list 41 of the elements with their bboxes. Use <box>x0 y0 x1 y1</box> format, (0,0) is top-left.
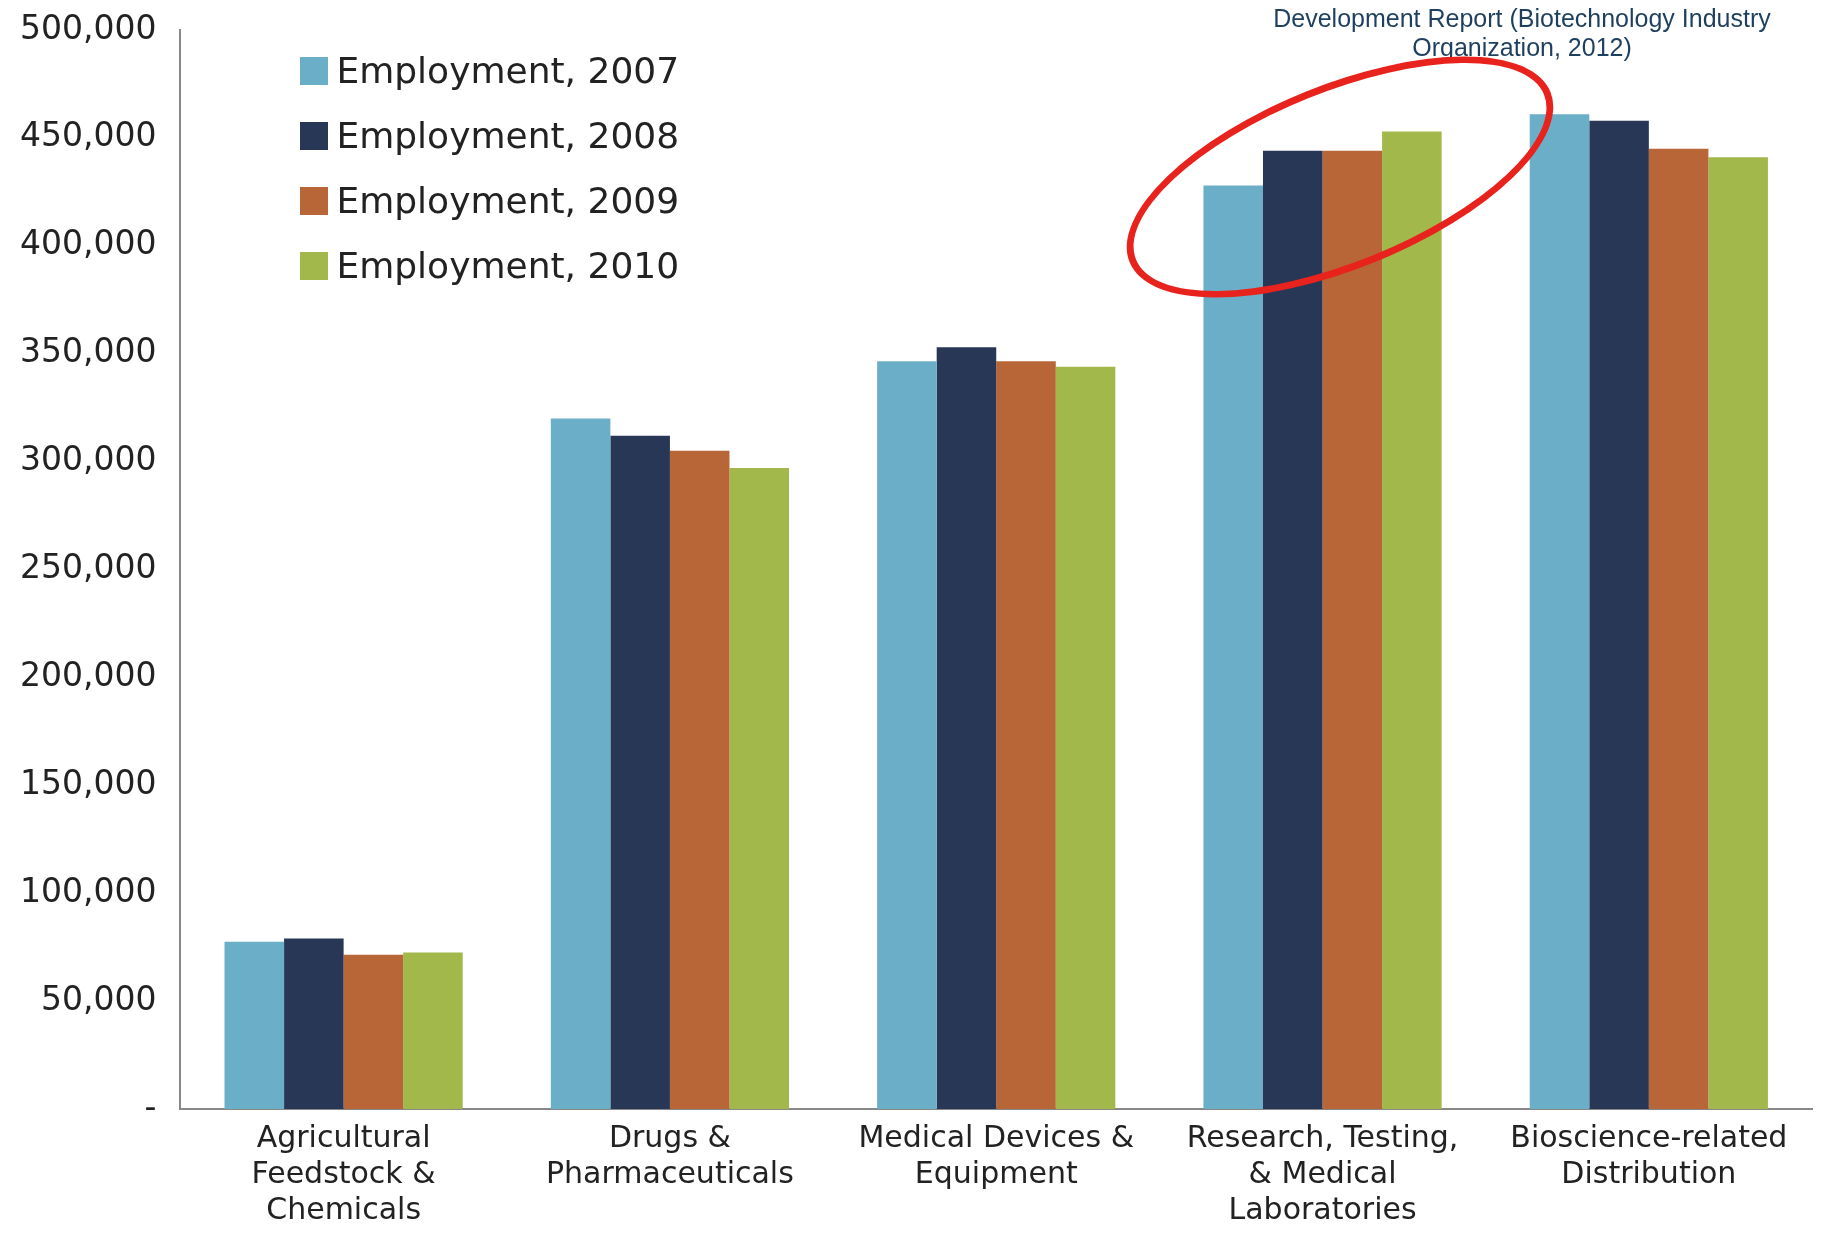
bar <box>996 361 1056 1109</box>
y-tick-label: 400,000 <box>19 223 157 263</box>
bar <box>1708 157 1768 1109</box>
bar <box>1055 366 1116 1109</box>
x-tick-label: Medical Devices & Equipment <box>858 1118 1135 1190</box>
bar <box>224 941 285 1109</box>
bar <box>1648 148 1709 1109</box>
bar <box>1382 131 1442 1109</box>
legend-label: Employment, 2009 <box>336 180 680 221</box>
bar <box>1262 150 1323 1109</box>
bar <box>610 435 670 1109</box>
y-tick-label: 150,000 <box>19 762 157 802</box>
legend-label: Employment, 2007 <box>336 50 680 91</box>
bar <box>877 361 937 1109</box>
y-tick-label: 450,000 <box>19 115 157 155</box>
y-tick-label: - <box>144 1086 157 1126</box>
legend-label: Employment, 2008 <box>336 115 680 156</box>
annotation: Development Report (Biotechnology Industry Organization, 2012) <box>1272 4 1772 62</box>
x-tick-label: Agricultural Feedstock & Chemicals <box>251 1118 436 1226</box>
x-tick-label: Bioscience-related Distribution <box>1510 1118 1788 1190</box>
bar <box>1529 114 1590 1109</box>
x-tick-label: Drugs & Pharmaceuticals <box>546 1118 794 1190</box>
y-tick-label: 350,000 <box>19 331 157 371</box>
bar <box>936 347 997 1109</box>
bar <box>1322 150 1383 1109</box>
y-tick-label: 50,000 <box>40 978 157 1018</box>
bar <box>403 952 463 1109</box>
y-tick-label: 100,000 <box>19 870 157 910</box>
bar <box>729 468 790 1109</box>
bar <box>343 954 404 1109</box>
bar <box>669 450 730 1109</box>
y-tick-label: 200,000 <box>19 654 157 694</box>
bar <box>284 938 344 1109</box>
bar <box>1589 120 1649 1109</box>
y-tick-label: 500,000 <box>19 7 157 47</box>
y-tick-label: 300,000 <box>19 439 157 479</box>
x-tick-label: Research, Testing, & Medical Laboratories <box>1186 1118 1459 1226</box>
bar <box>550 418 611 1109</box>
y-tick-label: 250,000 <box>19 547 157 587</box>
bar <box>1203 185 1263 1109</box>
legend-label: Employment, 2010 <box>336 245 680 286</box>
